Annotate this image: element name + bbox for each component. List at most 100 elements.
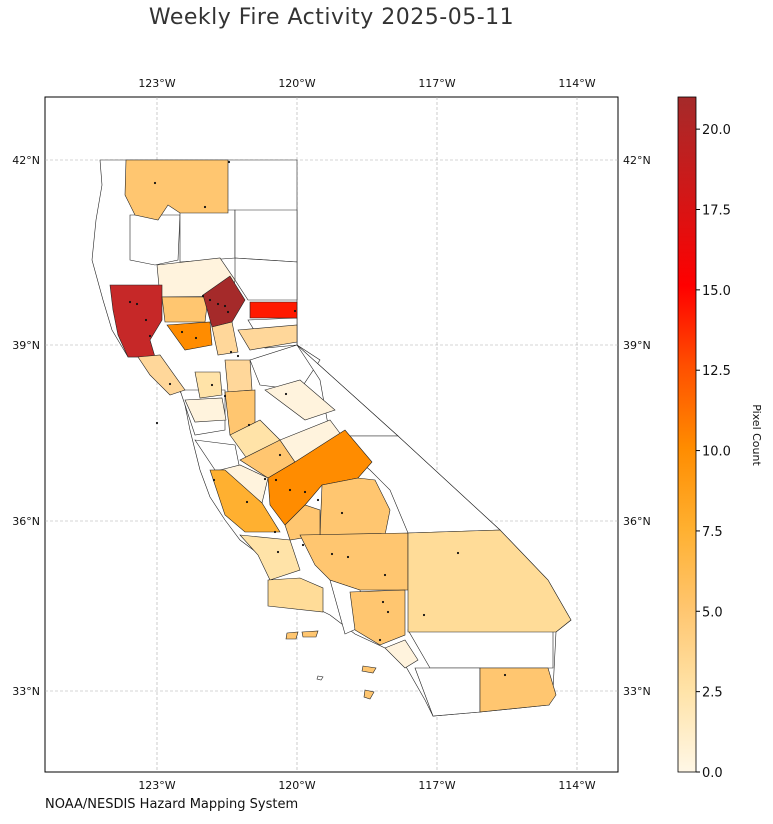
fire-point: [245, 500, 249, 504]
lon-ticks-bottom: 123°W 120°W 117°W 114°W: [138, 779, 595, 792]
colorbar-tick-label: 15.0: [702, 284, 731, 299]
fire-point: [330, 552, 334, 556]
fire-point: [247, 423, 251, 427]
lat-ticks-left: 42°N 39°N 36°N 33°N: [12, 154, 40, 698]
county-slo: [239, 534, 301, 581]
fire-point: [340, 511, 344, 515]
county-butte: [202, 275, 246, 328]
fire-point: [276, 550, 280, 554]
fire-point: [346, 555, 350, 559]
fire-point: [155, 421, 159, 425]
fire-point: [212, 478, 216, 482]
county-monterey: [209, 469, 281, 533]
county-glenn: [161, 296, 209, 323]
lat-tick-right: 33°N: [623, 685, 651, 698]
fire-point: [236, 354, 240, 358]
lon-tick-top: 123°W: [138, 77, 175, 90]
county-kings: [284, 504, 321, 541]
lat-tick-right: 39°N: [623, 339, 651, 352]
fire-point: [144, 318, 148, 322]
colorbar-tick-label: 5.0: [702, 605, 723, 620]
fire-point: [153, 181, 157, 185]
map-title: Weekly Fire Activity 2025-05-11: [148, 5, 515, 30]
colorbar-tick-label: 12.5: [702, 364, 731, 379]
fire-point: [303, 490, 307, 494]
lat-tick-right: 42°N: [623, 154, 651, 167]
county-alameda: [184, 397, 227, 423]
fire-point: [293, 309, 297, 313]
lon-ticks-top: 123°W 120°W 117°W 114°W: [138, 77, 595, 90]
fire-point: [301, 543, 305, 547]
fire-point: [422, 613, 426, 617]
county-layer: [91, 159, 572, 717]
fire-point: [316, 498, 320, 502]
fire-point: [135, 302, 139, 306]
county-santabarbara: [267, 577, 324, 613]
lon-tick-bottom: 114°W: [558, 779, 595, 792]
county-sacramento: [224, 359, 253, 393]
colorbar-tick-label: 20.0: [702, 123, 731, 138]
lat-tick-left: 42°N: [12, 154, 40, 167]
county-placer: [237, 324, 298, 351]
county-sanbernardino: [407, 529, 572, 633]
fire-point: [148, 334, 152, 338]
fire-point: [201, 294, 205, 298]
fire-point: [194, 336, 198, 340]
fire-point: [227, 160, 231, 164]
county-siskiyou: [124, 159, 229, 221]
fire-point: [274, 478, 278, 482]
colorbar-label: Pixel Count: [750, 404, 763, 466]
lon-tick-bottom: 123°W: [138, 779, 175, 792]
fire-point: [378, 638, 382, 642]
county-losangeles: [349, 589, 406, 646]
fire-point: [229, 350, 233, 354]
fire-point: [386, 610, 390, 614]
fire-point: [226, 310, 230, 314]
fire-point: [210, 383, 214, 387]
fire-point: [288, 488, 292, 492]
county-sutter: [211, 321, 239, 356]
county-sierra: [249, 301, 298, 319]
county-sonoma: [137, 354, 186, 396]
lon-tick-bottom: 120°W: [278, 779, 315, 792]
fire-point: [216, 302, 220, 306]
fire-point: [278, 453, 282, 457]
colorbar-tick-label: 10.0: [702, 445, 731, 460]
lat-tick-right: 36°N: [623, 515, 651, 528]
fire-point: [503, 673, 507, 677]
source-note: NOAA/NESDIS Hazard Mapping System: [45, 797, 299, 812]
colorbar-tick-label: 17.5: [702, 204, 731, 219]
fire-point: [383, 573, 387, 577]
lon-tick-top: 114°W: [558, 77, 595, 90]
lat-tick-left: 33°N: [12, 685, 40, 698]
colorbar-tick-label: 7.5: [702, 525, 723, 540]
fire-point: [203, 205, 207, 209]
lon-tick-bottom: 117°W: [418, 779, 455, 792]
fire-point: [223, 394, 227, 398]
lon-tick-top: 117°W: [418, 77, 455, 90]
fire-point: [180, 330, 184, 334]
lon-tick-top: 120°W: [278, 77, 315, 90]
lat-tick-left: 36°N: [12, 515, 40, 528]
colorbar: [677, 96, 697, 773]
colorbar-tick-label: 2.5: [702, 686, 723, 701]
fire-point: [168, 382, 172, 386]
lat-tick-left: 39°N: [12, 339, 40, 352]
fire-point: [128, 300, 132, 304]
colorbar-tick-label: 0.0: [702, 766, 723, 781]
fire-point: [381, 600, 385, 604]
county-lake: [166, 321, 213, 351]
colorbar-ticks: 0.0 2.5 5.0 7.5 10.0 12.5 15.0 17.5 20.0: [696, 123, 731, 781]
fire-point: [263, 477, 267, 481]
county-orange: [384, 639, 419, 669]
county-napa: [194, 371, 223, 399]
fire-points: [128, 160, 507, 677]
fire-point: [456, 551, 460, 555]
lat-ticks-right: 42°N 39°N 36°N 33°N: [623, 154, 651, 698]
county-imperial: [479, 667, 557, 713]
fire-point: [273, 530, 277, 534]
county-eldorado: [264, 379, 336, 421]
fire-point: [208, 298, 212, 302]
fire-point: [284, 392, 288, 396]
